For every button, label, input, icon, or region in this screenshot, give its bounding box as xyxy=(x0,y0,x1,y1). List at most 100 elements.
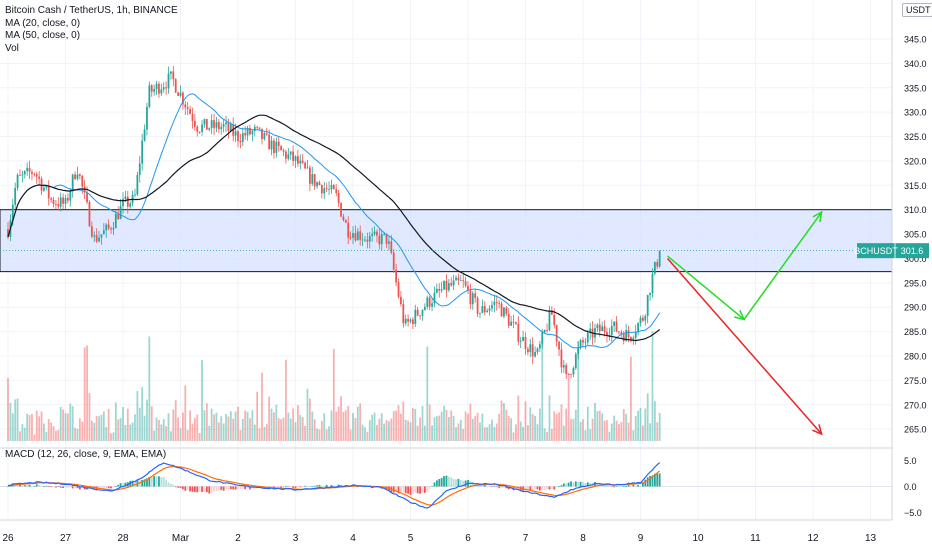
volume-bar xyxy=(483,427,486,441)
macd-histogram-bar xyxy=(443,476,445,487)
macd-histogram-bar xyxy=(40,485,43,487)
macd-histogram-bar xyxy=(658,473,661,487)
candle-body xyxy=(275,141,278,154)
volume-bar xyxy=(366,431,369,441)
volume-bar xyxy=(117,419,120,441)
volume-bar xyxy=(656,422,659,441)
candle-body xyxy=(491,305,493,309)
macd-histogram-bar xyxy=(215,486,218,492)
candle-body xyxy=(594,328,596,338)
macd-histogram-bar xyxy=(301,486,304,488)
volume-bar xyxy=(95,416,98,441)
candle-body xyxy=(52,199,55,205)
volume-bar xyxy=(512,432,515,441)
volume-bar xyxy=(344,410,347,441)
macd-histogram-bar xyxy=(277,486,280,488)
volume-bar xyxy=(380,413,383,441)
candle-body xyxy=(225,122,227,125)
volume-bar xyxy=(294,422,297,441)
macd-histogram-bar xyxy=(158,476,160,487)
volume-bar xyxy=(213,414,215,441)
volume-bar xyxy=(388,421,390,441)
macd-histogram-bar xyxy=(225,486,227,490)
volume-bar xyxy=(268,396,271,441)
volume-bar xyxy=(229,411,232,441)
macd-histogram-bar xyxy=(656,473,659,487)
macd-legend: MACD (12, 26, close, 9, EMA, EMA) xyxy=(5,449,167,460)
candle-body xyxy=(28,167,31,172)
candle-body xyxy=(114,213,117,229)
volume-bar xyxy=(189,410,191,441)
time-tick-label: 3 xyxy=(293,533,299,544)
candle-body xyxy=(486,310,489,313)
volume-bar xyxy=(220,416,223,441)
macd-histogram-bar xyxy=(107,486,110,489)
volume-bar xyxy=(637,410,640,441)
currency-button[interactable]: USDT xyxy=(902,3,932,17)
macd-histogram-bar xyxy=(601,485,604,487)
macd-histogram-bar xyxy=(464,480,467,487)
macd-histogram-bar xyxy=(536,486,539,490)
candle-body xyxy=(155,83,158,89)
volume-bar xyxy=(474,416,477,441)
candle-body xyxy=(589,328,592,333)
macd-histogram-bar xyxy=(400,486,402,494)
macd-histogram-bar xyxy=(131,480,134,487)
macd-histogram-bar xyxy=(606,485,608,487)
volume-bar xyxy=(158,420,160,441)
candle-body xyxy=(282,150,285,152)
macd-histogram-bar xyxy=(16,484,19,487)
volume-bar xyxy=(373,412,376,441)
macd-histogram-bar xyxy=(112,486,115,488)
volume-bar xyxy=(81,421,84,441)
volume-bar xyxy=(447,416,450,441)
volume-bar xyxy=(93,422,96,441)
candle-body xyxy=(318,182,321,185)
volume-bar xyxy=(603,420,606,441)
candle-body xyxy=(107,224,110,229)
macd-histogram-bar xyxy=(59,486,62,488)
candle-body xyxy=(330,185,333,190)
candle-body xyxy=(287,154,290,159)
candle-body xyxy=(651,273,654,294)
red-arrow-head xyxy=(812,424,823,436)
candle-body xyxy=(237,131,239,142)
macd-histogram-bar xyxy=(174,486,177,488)
volume-bar xyxy=(241,419,244,441)
macd-histogram-bar xyxy=(414,486,417,493)
red-arrow xyxy=(666,257,823,435)
volume-bar xyxy=(404,419,407,441)
volume-bar xyxy=(11,413,14,441)
time-tick-label: 2 xyxy=(235,533,241,544)
macd-histogram-bar xyxy=(433,482,436,487)
candle-body xyxy=(172,71,175,80)
volume-bar xyxy=(208,425,211,441)
candle-body xyxy=(325,188,328,190)
macd-histogram-bar xyxy=(481,485,484,487)
candle-body xyxy=(510,321,513,326)
candle-body xyxy=(474,293,477,298)
macd-histogram-bar xyxy=(153,476,156,487)
volume-bar xyxy=(622,408,625,441)
macd-histogram-bar xyxy=(426,486,429,492)
volume-bar xyxy=(31,413,33,441)
macd-histogram-bar xyxy=(565,483,568,487)
candle-body xyxy=(488,308,491,311)
indicator-legend: Bitcoin Cash / TetherUS, 1h, BINANCE MA … xyxy=(5,5,178,55)
macd-histogram-bar xyxy=(227,486,230,490)
candle-body xyxy=(26,167,29,172)
macd-histogram-bar xyxy=(579,481,582,487)
volume-bar xyxy=(162,419,165,441)
volume-bar xyxy=(217,422,220,441)
candle-body xyxy=(526,349,529,353)
volume-bar xyxy=(50,422,53,441)
volume-bar xyxy=(340,396,342,441)
volume-bar xyxy=(160,424,163,441)
volume-bar xyxy=(181,412,184,441)
macd-histogram-bar xyxy=(450,477,453,487)
volume-bar xyxy=(143,415,146,441)
candle-body xyxy=(301,160,304,163)
candle-body xyxy=(316,182,318,187)
